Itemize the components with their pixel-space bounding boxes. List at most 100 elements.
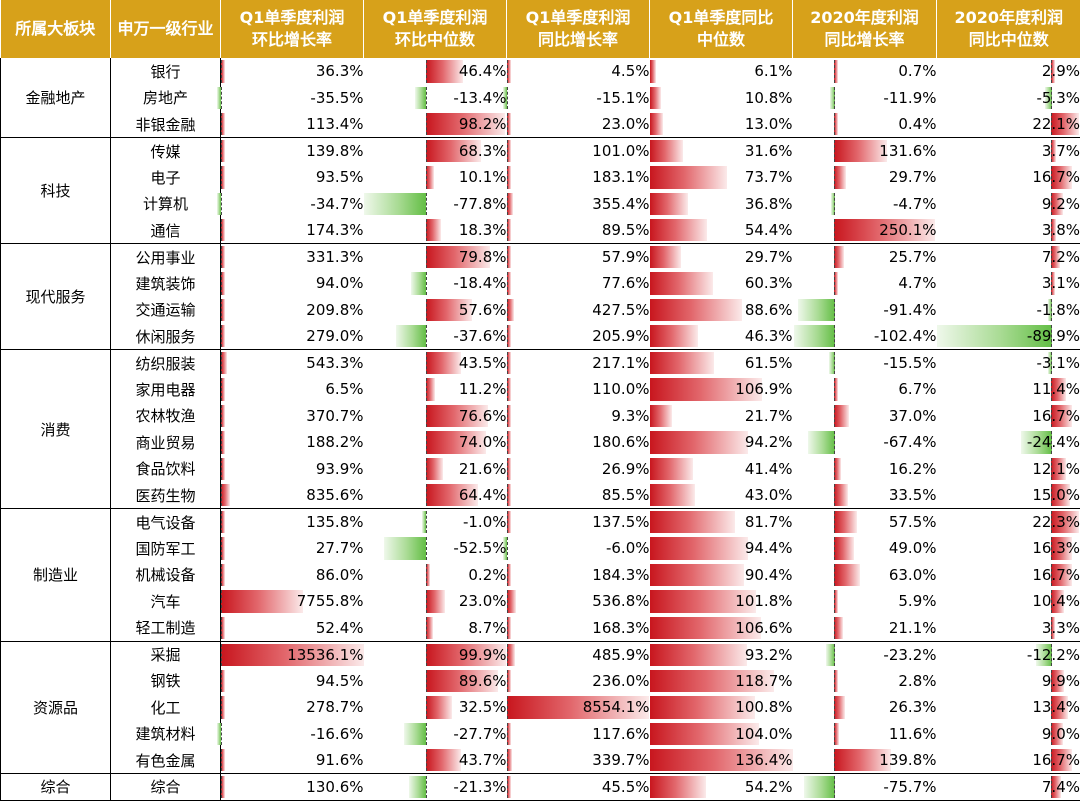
value-label: 3.8% xyxy=(1041,221,1080,239)
value-cell: 6.5% xyxy=(221,376,364,403)
value-cell: 43.5% xyxy=(364,350,507,377)
negative-data-bar xyxy=(415,86,427,109)
positive-data-bar xyxy=(834,219,936,241)
value-label: 339.7% xyxy=(592,751,650,769)
value-cell: -91.4% xyxy=(793,297,937,324)
bar-axis xyxy=(834,537,836,560)
value-cell: 5.9% xyxy=(793,588,937,615)
value-cell: 16.2% xyxy=(793,456,937,483)
bar-axis xyxy=(221,776,223,798)
value-label: 94.4% xyxy=(744,539,793,558)
table-row: 医药生物 835.6% 64.4% 85.5% 43.0% 33.5% 15.0% xyxy=(1,482,1080,509)
value-cell: -37.6% xyxy=(363,323,507,350)
value-label: -18.4% xyxy=(453,274,507,293)
value-label: 136.4% xyxy=(735,751,793,769)
negative-data-bar xyxy=(216,86,221,109)
bar-axis xyxy=(221,352,223,374)
bar-axis xyxy=(1051,325,1053,347)
negative-data-bar xyxy=(502,537,507,560)
industry-cell: 农林牧渔 xyxy=(110,402,221,429)
value-label: -6.0% xyxy=(605,539,650,558)
positive-data-bar xyxy=(834,590,839,613)
value-label: 54.2% xyxy=(744,777,793,796)
value-cell: 54.4% xyxy=(649,217,793,244)
value-label: 4.7% xyxy=(898,274,937,293)
bar-axis xyxy=(834,352,836,374)
positive-data-bar xyxy=(221,166,226,189)
value-label: 3.3% xyxy=(1041,618,1080,637)
positive-data-bar xyxy=(1051,696,1069,719)
positive-data-bar xyxy=(649,616,762,639)
value-cell: 104.0% xyxy=(649,721,793,748)
positive-data-bar xyxy=(221,431,226,454)
industry-label: 农林牧渔 xyxy=(135,407,196,426)
value-cell: 89.6% xyxy=(364,668,507,695)
bar-axis xyxy=(426,616,428,639)
value-cell: 3.7% xyxy=(936,137,1080,164)
positive-data-bar xyxy=(1051,192,1063,215)
table-row: 有色金属 91.6% 43.7% 339.7% 136.4% 139.8% 16.7% xyxy=(1,747,1080,774)
positive-data-bar xyxy=(221,325,226,347)
value-cell: 135.8% xyxy=(221,509,364,536)
positive-data-bar xyxy=(426,590,445,613)
value-label: 46.3% xyxy=(744,327,793,345)
positive-data-bar xyxy=(426,140,482,162)
industry-cell: 医药生物 xyxy=(110,482,221,509)
negative-data-bar xyxy=(216,192,221,215)
value-label: 43.7% xyxy=(458,751,507,769)
value-label: 76.6% xyxy=(458,406,507,425)
value-cell: 64.4% xyxy=(363,482,507,509)
value-label: -16.6% xyxy=(310,724,364,743)
value-label: 168.3% xyxy=(592,618,650,637)
negative-data-bar xyxy=(831,192,836,215)
value-cell: 16.7% xyxy=(936,561,1080,588)
value-cell: 37.0% xyxy=(793,403,937,430)
positive-data-bar xyxy=(649,352,714,374)
positive-data-bar xyxy=(426,616,434,639)
positive-data-bar xyxy=(506,60,511,83)
positive-data-bar xyxy=(1051,722,1063,745)
positive-data-bar xyxy=(221,219,226,241)
value-label: -5.3% xyxy=(1036,88,1080,107)
positive-data-bar xyxy=(426,60,464,83)
positive-data-bar xyxy=(426,484,478,506)
value-label: 279.0% xyxy=(306,327,364,345)
value-label: 21.6% xyxy=(458,459,507,478)
bar-axis xyxy=(1051,749,1053,771)
bar-axis xyxy=(506,484,508,506)
bar-axis xyxy=(1051,404,1053,427)
bar-axis xyxy=(426,457,428,480)
bar-axis xyxy=(426,722,428,745)
positive-data-bar xyxy=(649,219,707,241)
positive-data-bar xyxy=(221,643,364,666)
negative-data-bar xyxy=(807,431,836,454)
value-cell: 26.9% xyxy=(506,456,650,483)
positive-data-bar xyxy=(506,325,511,347)
industry-label: 轻工制造 xyxy=(135,619,196,637)
value-cell: 355.4% xyxy=(506,191,650,218)
value-label: 174.3% xyxy=(306,221,364,239)
positive-data-bar xyxy=(506,219,511,241)
bar-axis xyxy=(221,722,223,745)
positive-data-bar xyxy=(649,86,661,109)
positive-data-bar xyxy=(649,325,699,347)
industry-cell: 综合 xyxy=(110,773,221,801)
positive-data-bar xyxy=(649,246,681,268)
positive-data-bar xyxy=(649,298,743,321)
value-cell: 18.3% xyxy=(363,217,507,244)
positive-data-bar xyxy=(1051,113,1080,135)
positive-data-bar xyxy=(426,696,453,719)
bar-axis xyxy=(221,563,223,586)
value-label: 106.9% xyxy=(735,380,793,399)
positive-data-bar xyxy=(649,457,693,480)
sector-label: 金融地产 xyxy=(25,89,86,107)
value-cell: 23.0% xyxy=(506,111,650,138)
value-cell: 26.3% xyxy=(793,694,937,721)
table-row: 交通运输 209.8% 57.6% 427.5% 88.6% -91.4% -1.8% xyxy=(1,296,1080,324)
positive-data-bar xyxy=(506,113,511,135)
positive-data-bar xyxy=(221,246,226,268)
bar-axis xyxy=(221,166,223,189)
bar-axis xyxy=(221,537,223,560)
value-label: 0.7% xyxy=(898,62,937,81)
value-label: 2.8% xyxy=(898,671,937,690)
